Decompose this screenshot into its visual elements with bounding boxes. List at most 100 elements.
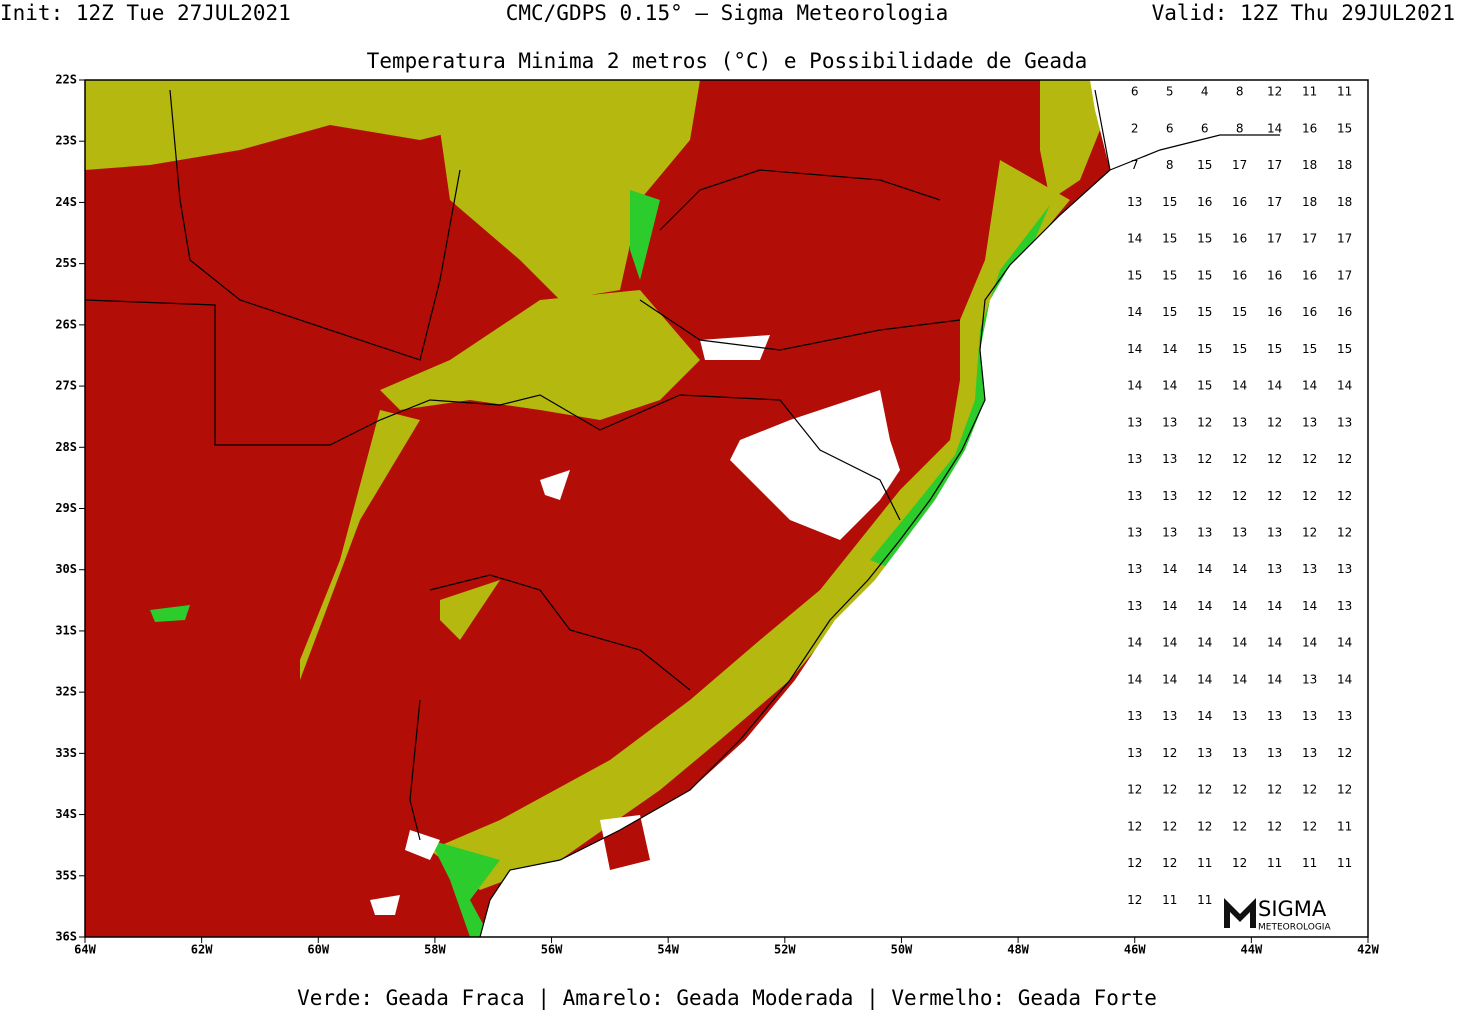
temperature-value: 17: [1267, 158, 1282, 172]
temperature-value: 12: [1197, 819, 1212, 833]
temperature-value: 16: [1232, 232, 1247, 246]
temperature-value: 12: [1337, 489, 1352, 503]
temperature-value: 15: [1197, 379, 1212, 393]
boundaries: [85, 89, 1280, 937]
temperature-value: 14: [1337, 636, 1352, 650]
temperature-value: 13: [1302, 746, 1317, 760]
lon-tick-label: 50W: [891, 943, 913, 957]
temperature-value: 14: [1197, 562, 1212, 576]
logo: SIGMA METEOROLOGIA: [1218, 892, 1366, 934]
temperature-value: 11: [1162, 893, 1177, 907]
temperature-value: 16: [1267, 268, 1282, 282]
temperature-value: 16: [1302, 268, 1317, 282]
temperature-value: 14: [1267, 121, 1282, 135]
temperature-value: 12: [1197, 415, 1212, 429]
lon-tick-label: 48W: [1007, 943, 1029, 957]
temperature-value: 13: [1197, 525, 1212, 539]
temperature-value: 13: [1127, 562, 1142, 576]
lon-tick-label: 62W: [191, 943, 213, 957]
lat-tick-label: 24S: [55, 195, 77, 209]
temperature-value: 14: [1127, 379, 1142, 393]
temperature-value: 14: [1162, 562, 1177, 576]
temperature-value: 13: [1232, 709, 1247, 723]
temperature-value: 13: [1127, 599, 1142, 613]
map-title: Temperatura Minima 2 metros (°C) e Possi…: [367, 49, 1088, 73]
temperature-value: 13: [1337, 415, 1352, 429]
temperature-value: 12: [1197, 452, 1212, 466]
lon-tick-label: 60W: [307, 943, 329, 957]
lon-tick-label: 58W: [424, 943, 446, 957]
temperature-value: 14: [1197, 636, 1212, 650]
temperature-value: 8: [1236, 85, 1244, 99]
temperature-value: 12: [1162, 783, 1177, 797]
temperature-value: 15: [1337, 121, 1352, 135]
temperature-value: 11: [1337, 856, 1352, 870]
temperature-value: 14: [1127, 305, 1142, 319]
lon-tick-label: 52W: [774, 943, 796, 957]
temperature-value: 15: [1162, 195, 1177, 209]
temperature-value: 13: [1232, 525, 1247, 539]
temperature-value: 15: [1162, 232, 1177, 246]
temperature-value: 12: [1337, 783, 1352, 797]
lat-tick-label: 22S: [55, 73, 77, 87]
temperature-value: 13: [1232, 415, 1247, 429]
lat-tick-label: 26S: [55, 317, 77, 331]
temperature-value: 12: [1267, 85, 1282, 99]
temperature-value: 6: [1166, 121, 1174, 135]
temperature-value: 15: [1232, 305, 1247, 319]
temperature-value: 14: [1162, 342, 1177, 356]
temperature-value: 13: [1267, 746, 1282, 760]
temperature-value: 18: [1337, 158, 1352, 172]
map: 6 5 4 8 12 11 11 2 6 6 8 14 16 15 7 8 15 17 17 18 18 13 15 16 16…: [55, 73, 1379, 957]
lon-tick-label: 54W: [657, 943, 679, 957]
temperature-value: 13: [1127, 709, 1142, 723]
lat-tick-label: 36S: [55, 930, 77, 944]
temperature-value: 18: [1302, 158, 1317, 172]
temperature-value: 13: [1267, 525, 1282, 539]
temperature-value: 11: [1197, 856, 1212, 870]
lat-tick-label: 35S: [55, 868, 77, 882]
temperature-value: 14: [1267, 379, 1282, 393]
temperature-value: 16: [1267, 305, 1282, 319]
temperature-value: 15: [1232, 342, 1247, 356]
temperature-value: 15: [1127, 268, 1142, 282]
temperature-value: 16: [1337, 305, 1352, 319]
temperature-value: 6: [1131, 85, 1139, 99]
temperature-value: 14: [1267, 672, 1282, 686]
valid-label: Valid: 12Z Thu 29JUL2021: [1152, 1, 1455, 25]
temperature-value: 12: [1302, 452, 1317, 466]
temperature-value: 13: [1162, 489, 1177, 503]
temperature-value: 12: [1267, 489, 1282, 503]
temperature-value: 12: [1232, 452, 1247, 466]
temperature-value: 13: [1162, 415, 1177, 429]
lat-tick-label: 31S: [55, 623, 77, 637]
temperature-value: 11: [1302, 856, 1317, 870]
logo-icon: [1224, 898, 1256, 928]
temperature-value: 12: [1197, 783, 1212, 797]
temperature-value: 13: [1127, 746, 1142, 760]
temperature-value: 14: [1127, 342, 1142, 356]
lon-tick-label: 44W: [1241, 943, 1263, 957]
temperature-value: 14: [1302, 599, 1317, 613]
temperature-value: 12: [1127, 856, 1142, 870]
temperature-value: 15: [1162, 305, 1177, 319]
temperature-value: 15: [1162, 268, 1177, 282]
temperature-value: 14: [1127, 636, 1142, 650]
lat-tick-label: 32S: [55, 685, 77, 699]
moderate-frost-area: [85, 80, 1100, 680]
temperature-value: 14: [1337, 379, 1352, 393]
temperature-value: 2: [1131, 121, 1139, 135]
temperature-value: 16: [1232, 268, 1247, 282]
temperature-value: 13: [1127, 525, 1142, 539]
temperature-value: 11: [1302, 85, 1317, 99]
footer-legend: Verde: Geada Fraca | Amarelo: Geada Mode…: [297, 986, 1157, 1011]
temperature-value: 12: [1127, 783, 1142, 797]
temperature-value: 16: [1302, 305, 1317, 319]
temperature-value: 14: [1232, 379, 1247, 393]
temperature-value: 14: [1162, 636, 1177, 650]
temperature-value: 17: [1267, 195, 1282, 209]
temperature-value: 15: [1302, 342, 1317, 356]
lon-tick-label: 46W: [1124, 943, 1146, 957]
lat-tick-label: 33S: [55, 746, 77, 760]
temperature-value: 14: [1232, 672, 1247, 686]
